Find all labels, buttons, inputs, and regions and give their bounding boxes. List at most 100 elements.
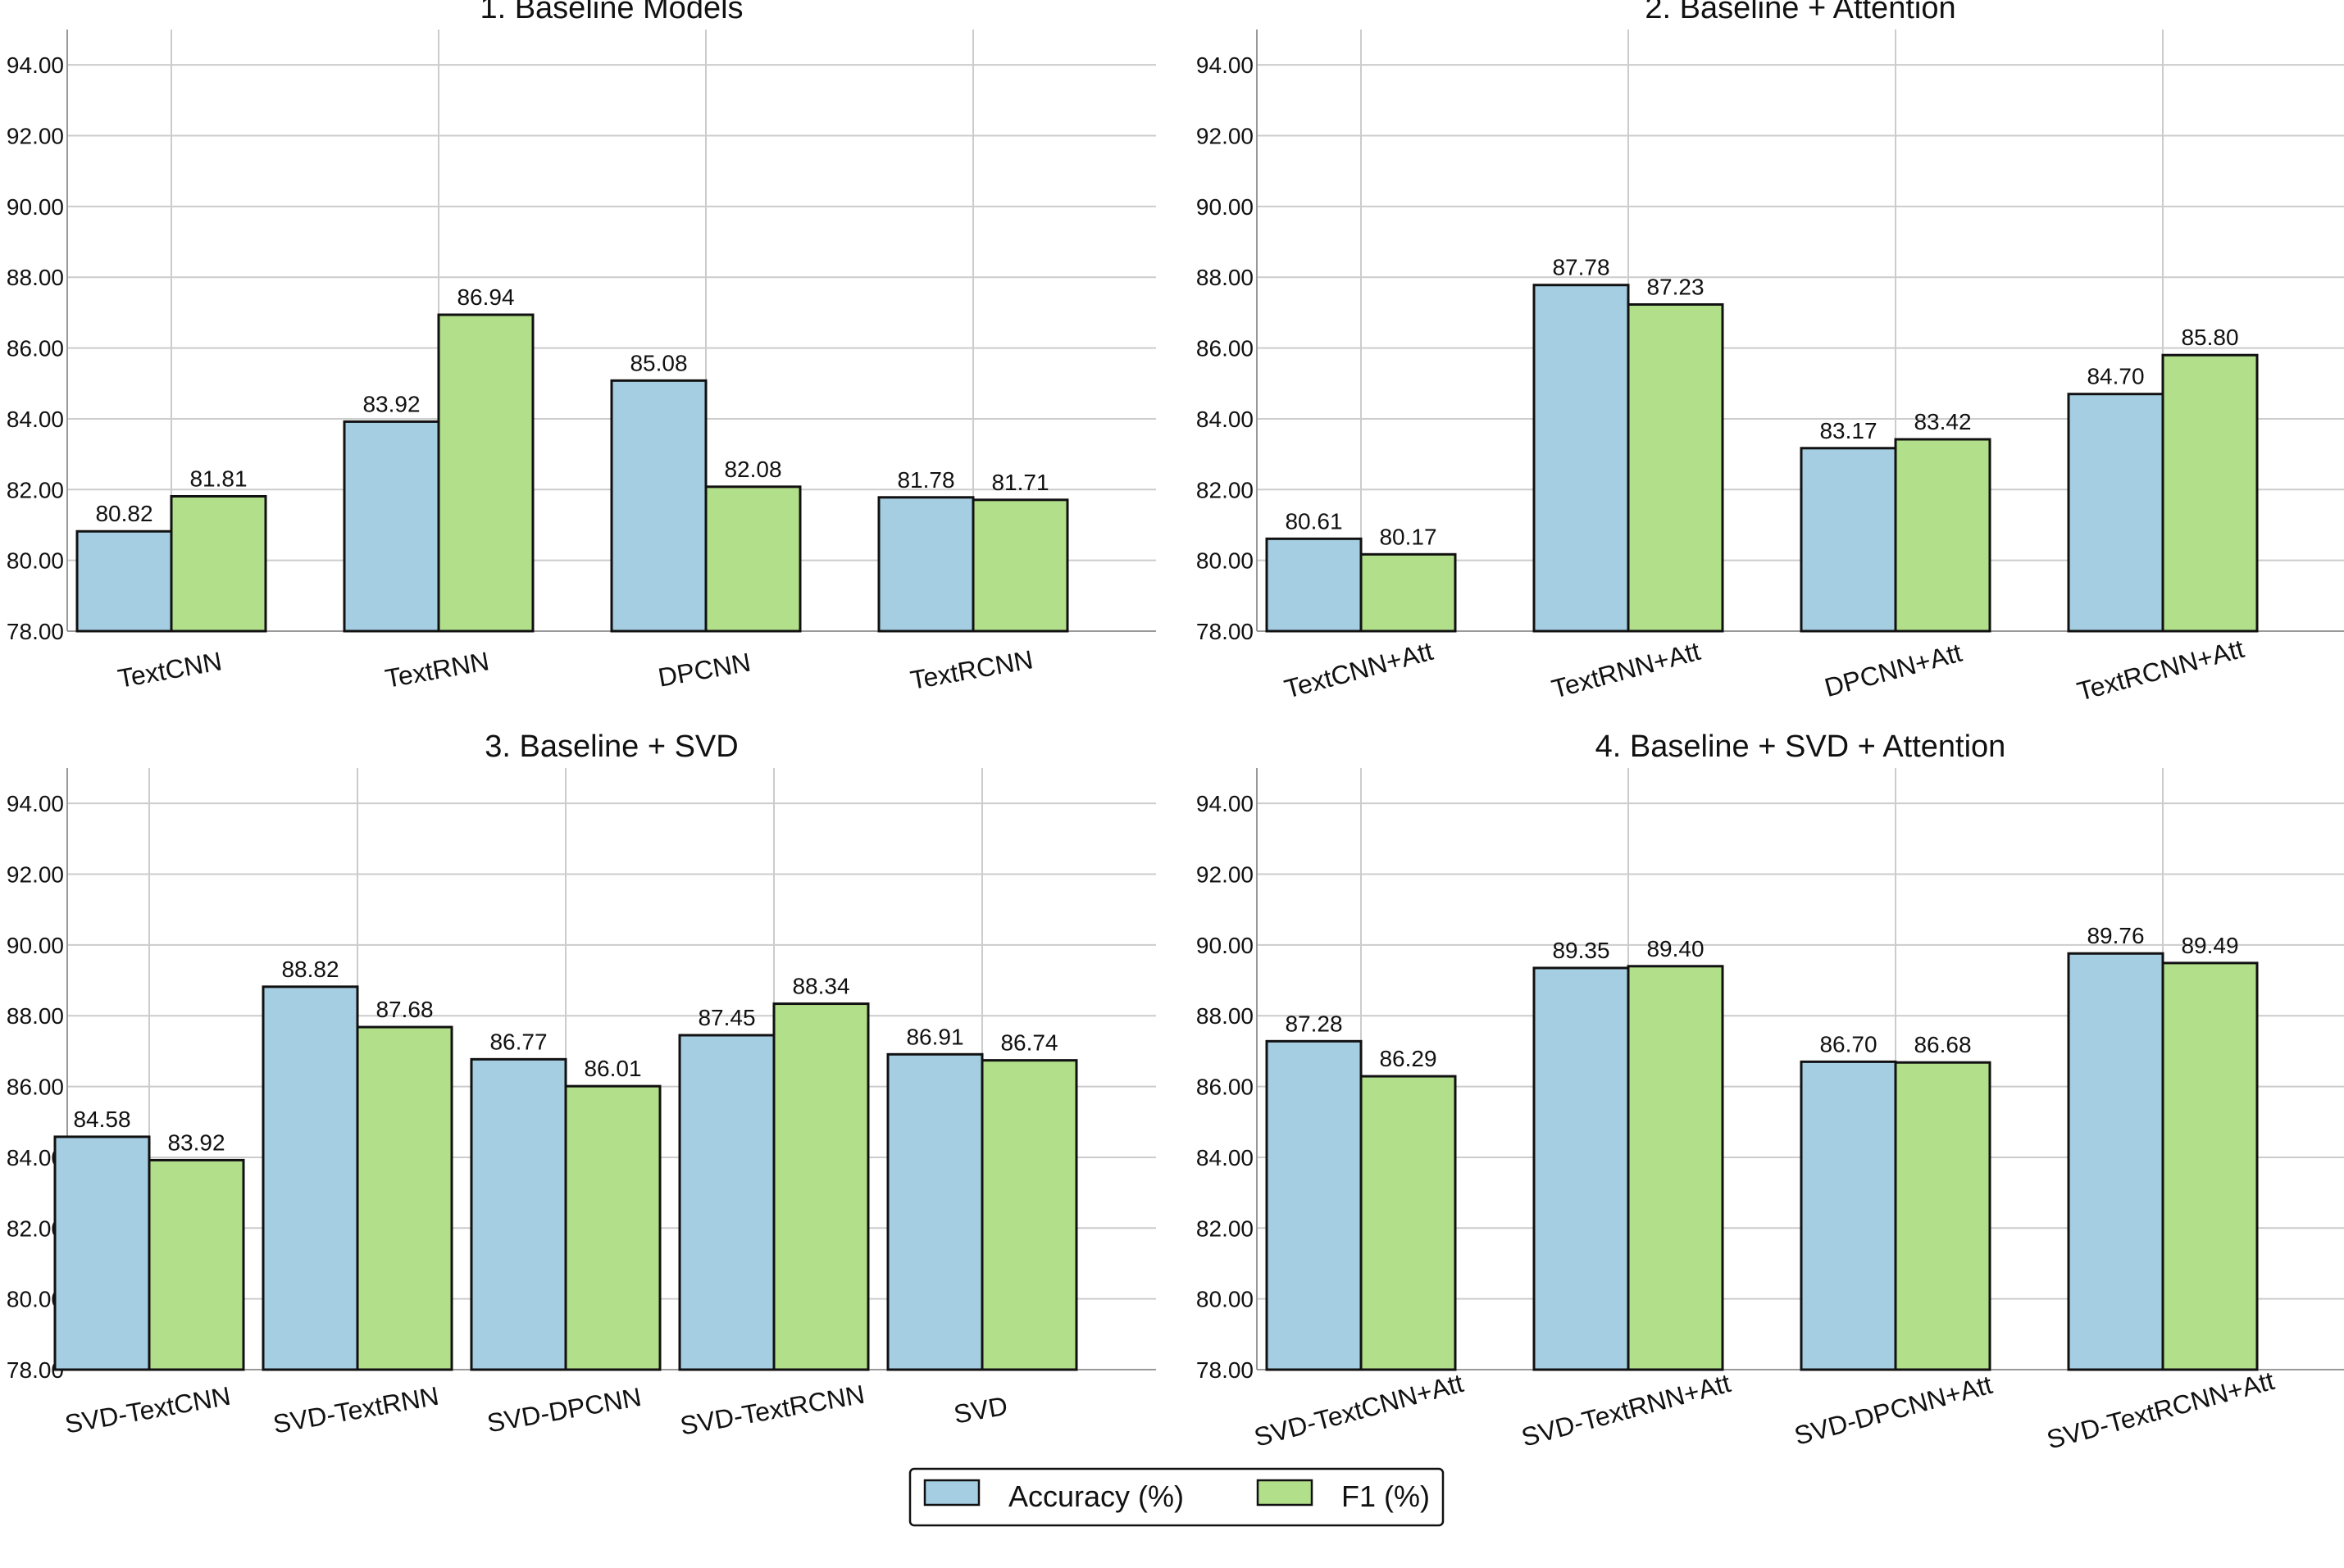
data-label: 86.91 — [906, 1024, 963, 1049]
data-label: 87.78 — [1552, 255, 1609, 280]
data-label: 86.74 — [1000, 1030, 1058, 1056]
y-tick-label: 86.00 — [1196, 336, 1254, 361]
y-tick-label: 90.00 — [1196, 933, 1254, 958]
y-tick-label: 80.00 — [1196, 548, 1254, 574]
data-label: 88.34 — [792, 974, 849, 999]
bar-f1 — [704, 485, 802, 633]
bar-accuracy — [877, 496, 975, 633]
bar-f1 — [2161, 353, 2259, 633]
y-tick-label: 94.00 — [7, 791, 64, 816]
legend: Accuracy (%) F1 (%) — [908, 1467, 1445, 1527]
y-tick-label: 94.00 — [7, 52, 64, 78]
y-tick-label: 82.00 — [1196, 477, 1254, 502]
data-label: 84.70 — [2087, 364, 2144, 389]
y-tick-label: 94.00 — [1196, 52, 1254, 78]
bar-accuracy — [1532, 284, 1630, 633]
y-tick-label: 78.00 — [1196, 619, 1254, 644]
data-label: 80.61 — [1285, 508, 1342, 534]
bar-f1 — [564, 1084, 662, 1371]
y-tick-label: 86.00 — [7, 1075, 64, 1100]
chart-panels: 78.00 80.00 82.00 84.00 86.00 88.00 90.00 92.00… — [7, 0, 2344, 1455]
y-tick-label: 78.00 — [7, 619, 64, 644]
y-tick-label: 82.00 — [7, 477, 64, 502]
y-tick-label: 88.00 — [1196, 1003, 1254, 1029]
data-label: 80.17 — [1379, 524, 1436, 549]
data-label: 87.45 — [698, 1005, 755, 1030]
data-label: 82.08 — [724, 457, 781, 482]
data-label: 85.08 — [630, 350, 687, 375]
data-label: 81.71 — [991, 470, 1049, 495]
chart-title: 4. Baseline + SVD + Attention — [1595, 729, 2006, 764]
legend-swatch-f1 — [1256, 1479, 1313, 1507]
y-tick-label: 80.00 — [1196, 1287, 1254, 1312]
y-tick-label: 90.00 — [7, 933, 64, 958]
bar-accuracy — [53, 1135, 151, 1371]
y-tick-label: 82.00 — [1196, 1216, 1254, 1241]
data-label: 86.68 — [1914, 1032, 1971, 1057]
chart-title: 2. Baseline + Attention — [1645, 0, 1955, 25]
bar-accuracy — [1265, 537, 1363, 633]
y-tick-label: 84.00 — [1196, 1145, 1254, 1170]
y-tick-label: 92.00 — [1196, 862, 1254, 888]
bar-accuracy — [1265, 1039, 1363, 1371]
data-label: 89.76 — [2087, 923, 2144, 948]
data-label: 87.28 — [1285, 1011, 1342, 1036]
bar-f1 — [1894, 1061, 1991, 1371]
bar-accuracy — [75, 529, 173, 633]
data-label: 81.78 — [897, 467, 954, 493]
data-label: 86.29 — [1379, 1046, 1436, 1071]
data-label: 88.82 — [281, 957, 339, 982]
data-label: 83.17 — [1819, 418, 1877, 443]
bar-f1 — [972, 498, 1069, 633]
chart-title: 1. Baseline Models — [480, 0, 743, 25]
y-tick-label: 88.00 — [1196, 265, 1254, 290]
bar-f1 — [1627, 965, 1724, 1371]
y-tick-label: 94.00 — [1196, 791, 1254, 816]
y-tick-label: 92.00 — [1196, 124, 1254, 149]
data-label: 84.58 — [73, 1107, 130, 1132]
data-label: 83.92 — [362, 391, 420, 416]
bar-f1 — [772, 1002, 870, 1371]
data-label: 81.81 — [189, 466, 247, 491]
y-tick-label: 88.00 — [7, 265, 64, 290]
data-label: 89.49 — [2181, 933, 2238, 958]
data-label: 85.80 — [2181, 325, 2238, 350]
data-label: 87.23 — [1646, 274, 1704, 299]
data-label: 89.35 — [1552, 938, 1609, 963]
data-label: 86.94 — [457, 284, 514, 310]
chart-panel-4: 78.00 80.00 82.00 84.00 86.00 88.00 90.00 92.00… — [1196, 729, 2344, 1455]
bar-f1 — [1627, 302, 1724, 633]
bar-accuracy — [470, 1057, 567, 1371]
bar-f1 — [437, 313, 535, 633]
bar-f1 — [1359, 1075, 1457, 1371]
data-label: 86.77 — [489, 1029, 547, 1054]
chart-title: 3. Baseline + SVD — [485, 729, 738, 764]
y-tick-label: 78.00 — [1196, 1357, 1254, 1383]
bar-f1 — [356, 1025, 453, 1371]
data-label: 83.92 — [167, 1129, 225, 1155]
bar-accuracy — [1800, 1060, 1897, 1371]
bar-accuracy — [2067, 393, 2164, 633]
bar-f1 — [148, 1158, 245, 1371]
data-label: 86.01 — [584, 1056, 641, 1081]
data-label: 89.40 — [1646, 936, 1704, 961]
bar-f1 — [981, 1059, 1078, 1371]
y-tick-label: 84.00 — [7, 407, 64, 432]
legend-swatch-accuracy — [923, 1479, 981, 1507]
chart-panel-2: 78.00 80.00 82.00 84.00 86.00 88.00 90.00 92.00… — [1196, 0, 2344, 707]
bar-accuracy — [1532, 966, 1630, 1371]
bar-f1 — [1894, 438, 1991, 633]
legend-label-accuracy: Accuracy (%) — [1008, 1479, 1184, 1513]
y-tick-label: 92.00 — [7, 124, 64, 149]
bar-accuracy — [1800, 447, 1897, 633]
bar-accuracy — [343, 420, 440, 633]
bar-accuracy — [2067, 952, 2164, 1371]
bar-f1 — [170, 494, 267, 633]
bar-accuracy — [886, 1052, 984, 1371]
chart-panel-1: 78.00 80.00 82.00 84.00 86.00 88.00 90.00 92.00… — [7, 0, 1156, 695]
y-tick-label: 90.00 — [1196, 194, 1254, 220]
y-tick-label: 88.00 — [7, 1003, 64, 1029]
bar-accuracy — [262, 985, 359, 1371]
y-tick-label: 92.00 — [7, 862, 64, 888]
